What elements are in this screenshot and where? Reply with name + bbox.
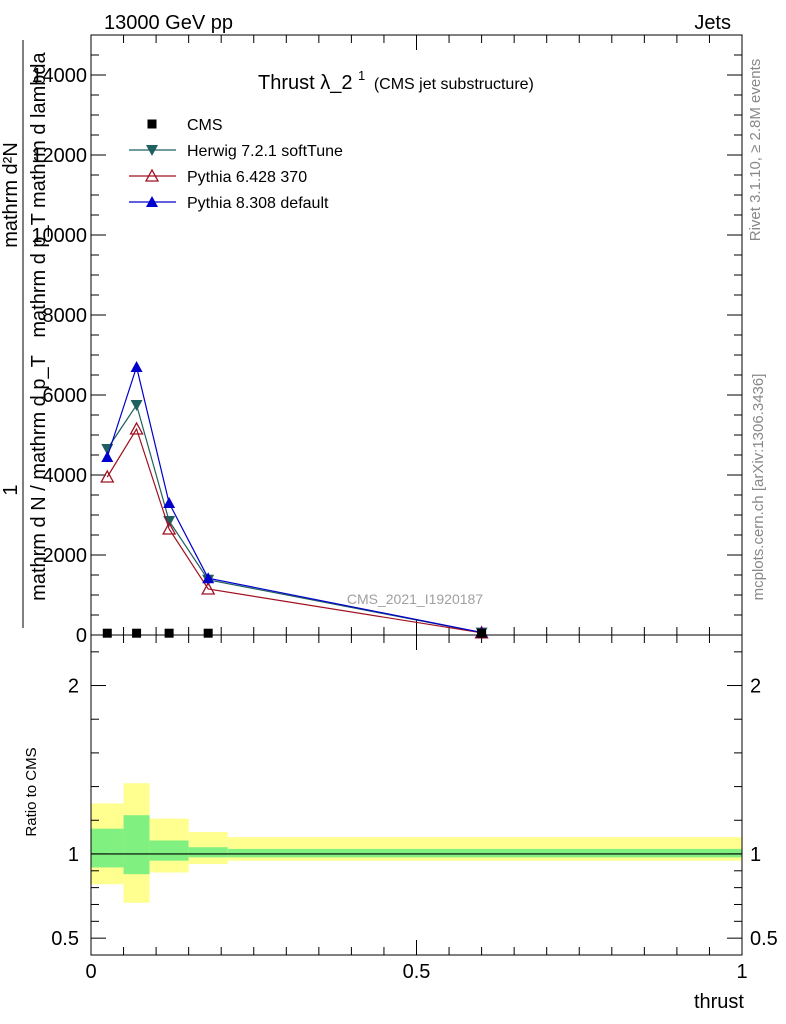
ratio-band-inner [149,840,189,861]
ratio-band-inner [227,848,742,858]
ratio-ytick-label: 2 [68,676,79,698]
main-ytick-label: 10000 [31,225,87,247]
ratio-band-inner [123,815,150,875]
main-panel: 0 2000 4000 6000 8000 10000 12000 14000 [31,34,743,647]
main-ytick-label: 8000 [43,305,88,327]
rivet-label: Rivet 3.1.10, ≥ 2.8M events [747,59,764,242]
chart-title: Thrust λ_2 1 (CMS jet substructure) [258,63,534,94]
legend: CMS Herwig 7.2.1 softTune Pythia 6.428 370… [129,117,343,212]
data-point-pythia-6-428-370 [201,581,216,595]
main-ytick-label: 14000 [31,65,87,87]
main-ytick-label: 0 [76,625,87,647]
data-point-pythia-8-308-default [202,572,215,584]
y-axis-label-main: mathrm d²N mathrm d p_T mathrm d lambda … [0,40,50,628]
data-point-cms [203,628,213,638]
legend-marker-pythia-6-428-370 [144,168,160,182]
data-point-pythia-8-308-default [163,497,176,508]
data-point-herwig-7-2-1-softtune [130,400,143,411]
data-point-pythia-6-428-370 [162,521,177,535]
legend-marker-herwig-7-2-1-softtune [146,145,158,156]
main-ytick-label: 2000 [43,545,88,567]
header-right: Jets [694,12,731,34]
legend-label-pythia-8-308-default: Pythia 8.308 default [187,195,329,212]
ratio-band-inner [188,847,228,858]
chart-title-main: Thrust λ_2 [258,72,352,94]
data-point-pythia-6-428-370 [129,421,144,435]
legend-label-pythia-6-428-370: Pythia 6.428 370 [187,169,307,186]
legend-marker-pythia-8-308-default [146,196,158,207]
legend-marker-cms [147,119,157,129]
mcplots-label: mcplots.cern.ch [arXiv:1306.3436] [750,374,767,601]
ratio-ytick-label: 0.5 [51,928,79,950]
header-left: 13000 GeV pp [104,12,233,34]
ratio-frame [90,634,743,956]
ratio-panel: 0 0.5 10.5 0.51 12 2 [51,634,778,983]
data-point-pythia-8-308-default [101,451,114,462]
ratio-xtick-label: 0.5 [403,961,431,983]
main-ytick-label: 12000 [31,145,87,167]
ylabel-top2: mathrm d p_T mathrm d lambda [28,51,50,337]
ratio-ytick-label-right: 1 [750,844,761,866]
ratio-ytick-label: 1 [68,844,79,866]
data-point-pythia-6-428-370 [100,469,115,483]
ratio-ylabel: Ratio to CMS [23,747,40,836]
data-point-cms [132,628,142,638]
ylabel-one: 1 [0,484,22,495]
ratio-ytick-label-right: 2 [750,676,761,698]
ylabel-bottom: mathrm d N / mathrm d p_T [28,355,50,601]
data-point-cms [164,628,174,638]
ratio-band-inner [91,828,124,868]
chart-title-sup: 1 [358,68,365,83]
legend-label-cms: CMS [187,117,223,134]
watermark: CMS_2021_I1920187 [347,591,483,607]
ratio-ytick-label-right: 0.5 [750,928,778,950]
data-point-cms [477,628,487,638]
main-ytick-label: 4000 [43,465,88,487]
ratio-xtick-label: 1 [736,961,747,983]
legend-label-herwig-7-2-1-softtune: Herwig 7.2.1 softTune [187,143,343,160]
data-point-cms [102,628,112,638]
x-axis-label: thrust [694,991,744,1013]
ratio-xtick-label: 0 [85,961,96,983]
series-line-pythia-6-428-370 [106,427,482,634]
main-ytick-label: 6000 [43,385,88,407]
data-point-pythia-8-308-default [130,361,143,372]
ylabel-top: mathrm d²N [0,142,22,248]
chart-subtitle: (CMS jet substructure) [374,76,534,93]
